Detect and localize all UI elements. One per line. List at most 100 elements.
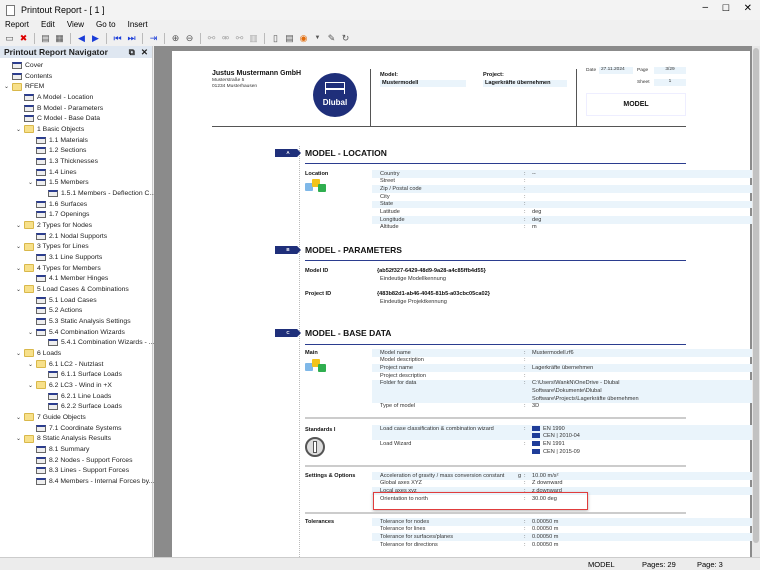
chevron-down-icon[interactable]: ⌄ — [16, 244, 22, 251]
link-icon[interactable]: ⚯ — [207, 32, 216, 43]
edit-icon[interactable]: ✎ — [327, 32, 336, 43]
data-row: City: — [372, 193, 752, 201]
tree-item[interactable]: ⌄ RFEM — [4, 81, 44, 92]
print-options-icon[interactable]: ▦ — [55, 32, 64, 43]
new-report-icon[interactable]: ▭ — [5, 32, 14, 43]
tree-item[interactable]: 1.3 Thicknesses — [28, 156, 98, 167]
tree-item[interactable]: 5.2 Actions — [28, 305, 82, 316]
go-to-page-icon[interactable]: ⇥ — [149, 32, 158, 43]
data-row: Latitude: deg — [372, 209, 752, 217]
tree-item[interactable]: 7.1 Coordinate Systems — [28, 423, 122, 434]
tree-item[interactable]: ⌄ 5 Load Cases & Combinations — [16, 284, 129, 295]
tree-item[interactable]: Contents — [4, 71, 52, 82]
chevron-down-icon[interactable]: ⌄ — [16, 286, 22, 293]
maximize-icon[interactable]: ☐ — [721, 3, 730, 13]
previous-page-icon[interactable]: ◀ — [78, 32, 85, 43]
tree-item[interactable]: 8.4 Members - Internal Forces by... — [28, 476, 154, 487]
tree-item[interactable]: Cover — [4, 60, 43, 71]
float-panel-icon[interactable]: ⧉ — [128, 46, 135, 57]
tree-item[interactable]: 1.7 Openings — [28, 209, 89, 220]
tree-item[interactable]: 1.6 Surfaces — [28, 199, 87, 210]
chevron-down-icon[interactable]: ⌄ — [28, 361, 34, 368]
tree-item[interactable]: ⌄ 6.1 LC2 - Nutzlast — [28, 359, 103, 370]
close-icon[interactable]: ✕ — [743, 3, 752, 14]
tree-item[interactable]: ⌄ 3 Types for Lines — [16, 241, 89, 252]
tree-item[interactable]: 6.2.1 Line Loads — [40, 391, 111, 402]
highlight-box — [373, 492, 588, 510]
chevron-down-icon[interactable]: ⌄ — [16, 126, 22, 133]
tree-item[interactable]: 8.1 Summary — [28, 444, 89, 455]
tree-item[interactable]: ⌄ 2 Types for Nodes — [16, 220, 92, 231]
tree-item[interactable]: 1.2 Sections — [28, 145, 86, 156]
menu-insert[interactable]: Insert — [127, 20, 148, 29]
tree-item[interactable]: ⌄ 7 Guide Objects — [16, 412, 86, 423]
close-panel-icon[interactable]: ✕ — [140, 46, 148, 57]
page-setup-icon[interactable]: ▯ — [273, 32, 278, 43]
chevron-down-icon[interactable]: ⌄ — [16, 436, 22, 443]
row-label: Load case classification & combination w… — [380, 425, 494, 432]
tree-item[interactable]: A Model - Location — [16, 92, 93, 103]
tree-item[interactable]: 3.1 Line Supports — [28, 252, 102, 263]
tree-item[interactable]: 4.1 Member Hinges — [28, 273, 108, 284]
next-page-icon[interactable]: ▶ — [92, 32, 99, 43]
tree-item[interactable]: 1.1 Materials — [28, 135, 88, 146]
tree-item[interactable]: 1.5.1 Members - Deflection C... — [40, 188, 155, 199]
tree-item[interactable]: 6.2.2 Surface Loads — [40, 401, 122, 412]
tree-item[interactable]: ⌄ 5.4 Combination Wizards — [28, 327, 125, 338]
tree-item[interactable]: 5.1 Load Cases — [28, 295, 97, 306]
chevron-down-icon[interactable]: ⌄ — [28, 180, 34, 187]
tree-item[interactable]: 2.1 Nodal Supports — [28, 231, 107, 242]
header-settings-icon[interactable]: ▤ — [285, 32, 294, 43]
tree-item[interactable]: ⌄ 1 Basic Objects — [16, 124, 84, 135]
tree-item[interactable]: ⌄ 6.2 LC3 - Wind in +X — [28, 380, 112, 391]
menu-edit[interactable]: Edit — [41, 20, 55, 29]
zoom-in-icon[interactable]: ⊕ — [171, 32, 180, 43]
refresh-icon[interactable]: ↻ — [341, 32, 350, 43]
chevron-down-icon[interactable]: ⌄ — [28, 382, 34, 389]
row-value-text: EN 1991 — [543, 440, 565, 447]
lock-link-icon[interactable]: ⚯ — [235, 32, 244, 43]
chevron-down-icon[interactable]: ⌄ — [16, 222, 22, 229]
tree-item[interactable]: ⌄ 1.5 Members — [28, 177, 89, 188]
page-break-icon[interactable]: ▥ — [249, 32, 258, 43]
tree-item-label: 1.7 Openings — [49, 211, 90, 219]
project-id-description: Eindeutige Projektkennung — [380, 299, 447, 305]
tree-item[interactable]: C Model - Base Data — [16, 113, 100, 124]
zoom-out-icon[interactable]: ⊖ — [185, 32, 194, 43]
tree-item[interactable]: 1.4 Lines — [28, 167, 77, 178]
tree-item[interactable]: 8.3 Lines - Support Forces — [28, 465, 129, 476]
tree-item[interactable]: 6.1.1 Surface Loads — [40, 369, 122, 380]
last-page-icon[interactable]: ⏭ — [127, 32, 136, 43]
tree-item[interactable]: ⌄ 4 Types for Members — [16, 263, 101, 274]
chevron-down-icon[interactable]: ⌄ — [28, 329, 34, 336]
row-value-text: m — [532, 224, 537, 231]
tree-item[interactable]: 5.3 Static Analysis Settings — [28, 316, 131, 327]
row-value-text: 30.00 deg — [532, 495, 557, 502]
export-icon[interactable]: ◉ — [299, 32, 308, 43]
standards-label: Standards I — [305, 427, 336, 433]
menu-view[interactable]: View — [66, 20, 85, 29]
vertical-scrollbar[interactable] — [752, 46, 760, 557]
page-icon — [48, 392, 58, 400]
chevron-down-icon[interactable]: ⌄ — [16, 414, 22, 421]
tolerances-label: Tolerances — [305, 519, 335, 525]
first-page-icon[interactable]: ⏮ — [113, 32, 122, 43]
export-dropdown-icon[interactable]: ▼ — [314, 35, 321, 41]
menu-report[interactable]: Report — [5, 20, 30, 29]
delete-report-icon[interactable]: ✖ — [19, 32, 28, 43]
menu-go-to[interactable]: Go to — [96, 20, 116, 29]
chevron-down-icon[interactable]: ⌄ — [16, 265, 22, 272]
row-value: Z downward — [532, 480, 562, 486]
data-row: Load case classification & combination w… — [372, 425, 752, 441]
tree-item[interactable]: ⌄ 6 Loads — [16, 348, 61, 359]
minimize-icon[interactable]: – — [702, 2, 708, 13]
chevron-down-icon[interactable]: ⌄ — [16, 350, 22, 357]
tree-item[interactable]: B Model - Parameters — [16, 103, 103, 114]
tree-item[interactable]: 8.2 Nodes - Support Forces — [28, 455, 133, 466]
unlink-icon[interactable]: ⚮ — [221, 32, 230, 43]
print-icon[interactable]: ▤ — [41, 32, 50, 43]
tree-item[interactable]: ⌄ 8 Static Analysis Results — [16, 433, 111, 444]
row-value-text: EN 1990 — [543, 425, 565, 432]
chevron-down-icon[interactable]: ⌄ — [4, 84, 10, 91]
tree-item[interactable]: 5.4.1 Combination Wizards - ... — [40, 337, 154, 348]
